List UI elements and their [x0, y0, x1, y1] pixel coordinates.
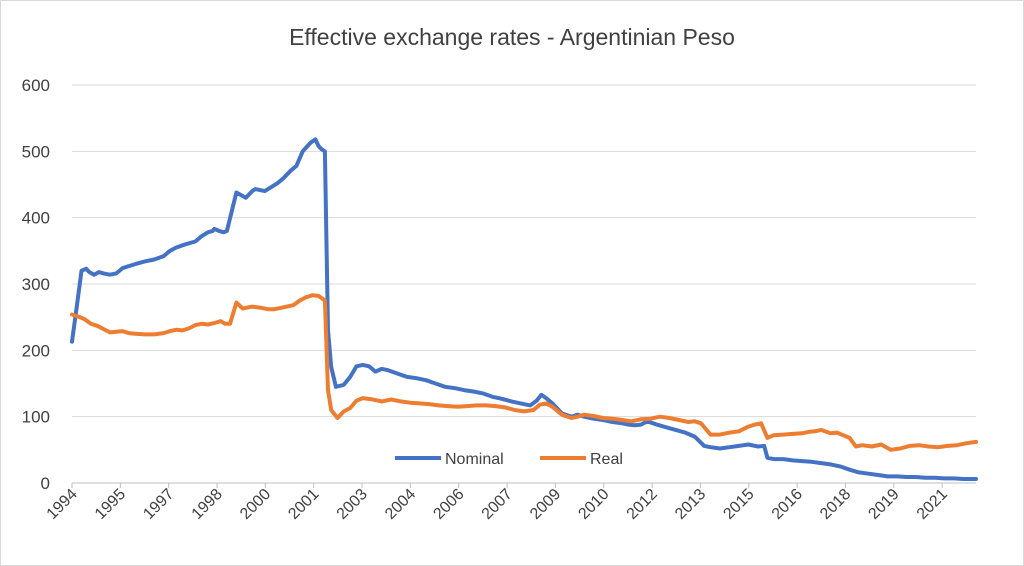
x-tick-label: 2013	[672, 486, 709, 523]
y-tick-label: 300	[22, 275, 50, 294]
gridlines	[72, 84, 976, 418]
y-tick-label: 600	[22, 76, 50, 95]
y-tick-label: 100	[22, 408, 50, 427]
x-tick-label: 2010	[575, 486, 612, 523]
y-tick-label: 500	[22, 142, 50, 161]
x-tick-label: 2016	[769, 486, 806, 523]
x-tick-label: 1995	[92, 486, 129, 523]
series-lines	[70, 137, 978, 481]
chart-title: Effective exchange rates - Argentinian P…	[289, 24, 735, 50]
x-tick-label: 2021	[914, 486, 951, 523]
x-tick-label: 2000	[237, 486, 274, 523]
legend-label-real: Real	[590, 451, 623, 468]
x-tick-label: 2009	[527, 486, 564, 523]
legend: Nominal Real	[395, 451, 623, 468]
x-tick-label: 2001	[285, 486, 322, 523]
y-tick-label: 0	[41, 474, 50, 493]
x-tick-label: 2019	[865, 486, 902, 523]
x-tick-label: 2004	[382, 486, 419, 523]
x-tick-label: 2006	[430, 486, 467, 523]
x-tick-label: 2007	[479, 486, 516, 523]
series-line-nominal	[70, 137, 978, 481]
legend-label-nominal: Nominal	[445, 451, 504, 468]
x-tick-label: 2015	[720, 486, 757, 523]
x-tick-label: 2018	[817, 486, 854, 523]
y-tick-label: 200	[22, 341, 50, 360]
x-tick-label: 2012	[624, 486, 661, 523]
series-line-real	[70, 293, 978, 452]
x-tick-label: 1998	[189, 486, 226, 523]
x-tick-label: 2003	[334, 486, 371, 523]
x-axis: 1994 1995 1997 1998 2000 2001 2003 2004 2006 2007…	[44, 482, 976, 523]
x-tick-label: 1997	[140, 486, 177, 523]
y-tick-label: 400	[22, 209, 50, 228]
y-axis-ticks: 0 100 200 300 400 500 600	[22, 76, 50, 493]
